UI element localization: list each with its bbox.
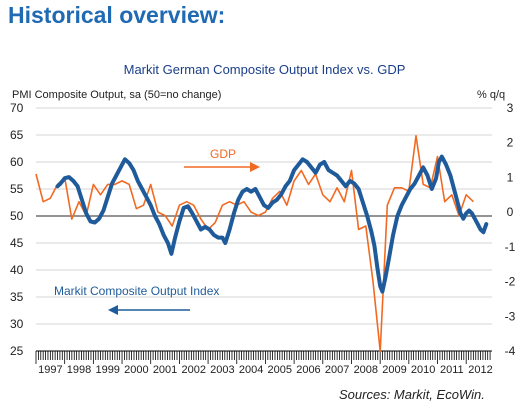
y-tick-label-right: 1 [507, 170, 514, 184]
y-tick-label-left: 70 [10, 101, 24, 115]
x-tick-label: 2003 [210, 364, 234, 376]
legend-arrowhead-gdp [250, 162, 260, 172]
x-tick-label: 2010 [411, 364, 435, 376]
x-tick-label: 2000 [124, 364, 148, 376]
right-axis-label: % q/q [477, 89, 506, 101]
legend-label-gdp: GDP [210, 147, 236, 161]
y-tick-label-right: -3 [505, 309, 516, 323]
y-tick-label-right: -4 [505, 344, 516, 358]
x-tick-label: 1998 [67, 364, 91, 376]
y-tick-label-right: -2 [505, 275, 516, 289]
y-tick-label-left: 50 [10, 209, 24, 223]
legend-label-pmi: Markit Composite Output Index [54, 284, 219, 298]
x-tick-label: 2002 [181, 364, 205, 376]
y-tick-label-right: 2 [507, 136, 514, 150]
legend-arrowhead-pmi [108, 305, 118, 315]
y-tick-label-right: 3 [507, 101, 514, 115]
chart-title: Markit German Composite Output Index vs.… [123, 62, 406, 77]
y-tick-label-left: 25 [10, 344, 24, 358]
y-tick-label-left: 30 [10, 317, 24, 331]
y-tick-label-left: 40 [10, 263, 24, 277]
x-tick-label: 2004 [239, 364, 263, 376]
y-tick-label-left: 55 [10, 182, 24, 196]
x-tick-label: 2009 [382, 364, 406, 376]
source-note: Sources: Markit, EcoWin. [339, 387, 485, 402]
y-tick-label-left: 45 [10, 236, 24, 250]
x-tick-label: 1997 [38, 364, 62, 376]
x-tick-label: 2005 [268, 364, 292, 376]
page-heading: Historical overview: [8, 2, 226, 28]
left-axis-label: PMI Composite Output, sa (50=no change) [12, 89, 222, 101]
y-tick-label-left: 65 [10, 128, 24, 142]
series-line-gdp [35, 135, 474, 352]
y-tick-label-left: 60 [10, 155, 24, 169]
y-tick-label-right: 0 [507, 205, 514, 219]
y-tick-label-left: 35 [10, 290, 24, 304]
series-line-pmi [55, 154, 489, 294]
x-tick-label: 2008 [354, 364, 378, 376]
x-tick-label: 1999 [95, 364, 119, 376]
x-tick-label: 2011 [440, 364, 464, 376]
x-tick-label: 2012 [468, 364, 492, 376]
x-tick-label: 2007 [325, 364, 349, 376]
x-tick-label: 2001 [153, 364, 177, 376]
x-tick-label: 2006 [296, 364, 320, 376]
y-tick-label-right: -1 [505, 240, 516, 254]
